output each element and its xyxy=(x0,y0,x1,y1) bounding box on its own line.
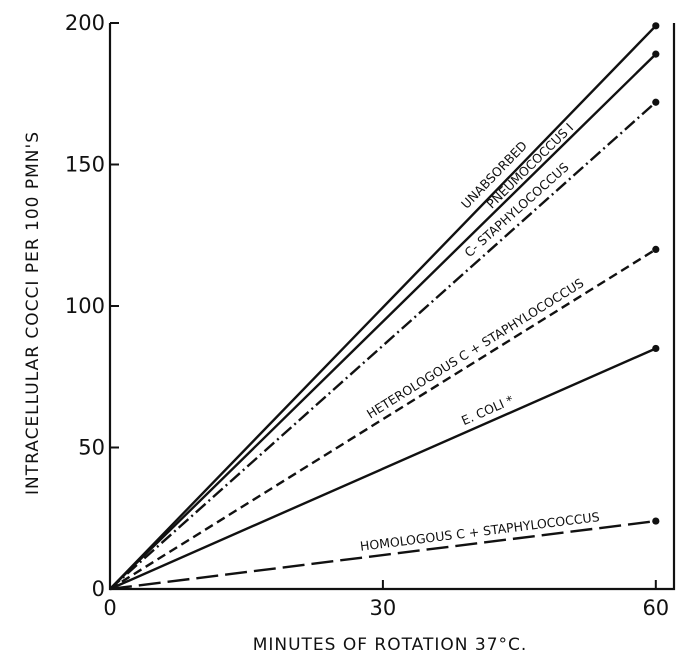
y-axis-title: INTRACELLULAR COCCI PER 100 PMN'S xyxy=(23,131,43,495)
data-point-unabsorbed xyxy=(652,22,660,30)
y-tick-label: 100 xyxy=(65,294,105,318)
series-line-heterologous-c-staphylococcus xyxy=(109,248,657,591)
series-line-c-staphylococcus xyxy=(109,101,657,590)
axis-frame xyxy=(108,23,676,591)
axes xyxy=(108,23,676,591)
data-point-pneumococcus-i xyxy=(652,50,660,58)
series-line-pneumococcus-i xyxy=(109,53,657,590)
y-tick-label: 200 xyxy=(65,11,105,35)
data-point-c-staphylococcus xyxy=(652,98,660,106)
x-tick-label: 60 xyxy=(642,596,669,620)
y-tick-label: 150 xyxy=(65,153,105,177)
series-label-homologous-c-staphylococcus: HOMOLOGOUS C + STAPHYLOCOCCUS xyxy=(359,509,600,554)
y-tick-label: 50 xyxy=(78,436,105,460)
series-lines xyxy=(109,22,660,591)
series-label-heterologous-c-staphylococcus: HETEROLOGOUS C + STAPHYLOCOCCUS xyxy=(364,275,586,421)
x-axis-title: MINUTES OF ROTATION 37°C. xyxy=(253,635,528,655)
ticks: 0 50 100 150 200 0 30 60 xyxy=(65,11,669,620)
data-point-e-coli xyxy=(652,344,660,353)
y-tick-label: 0 xyxy=(92,577,105,601)
series-line-unabsorbed xyxy=(109,24,657,590)
series-line-homologous-c-staphylococcus xyxy=(109,519,656,591)
x-tick-label: 0 xyxy=(103,596,116,620)
x-tick-label: 30 xyxy=(370,596,397,620)
series-line-e-coli xyxy=(109,347,657,591)
data-point-homologous-c-staphylococcus xyxy=(652,517,660,525)
data-point-heterologous-c-staphylococcus xyxy=(652,245,660,253)
